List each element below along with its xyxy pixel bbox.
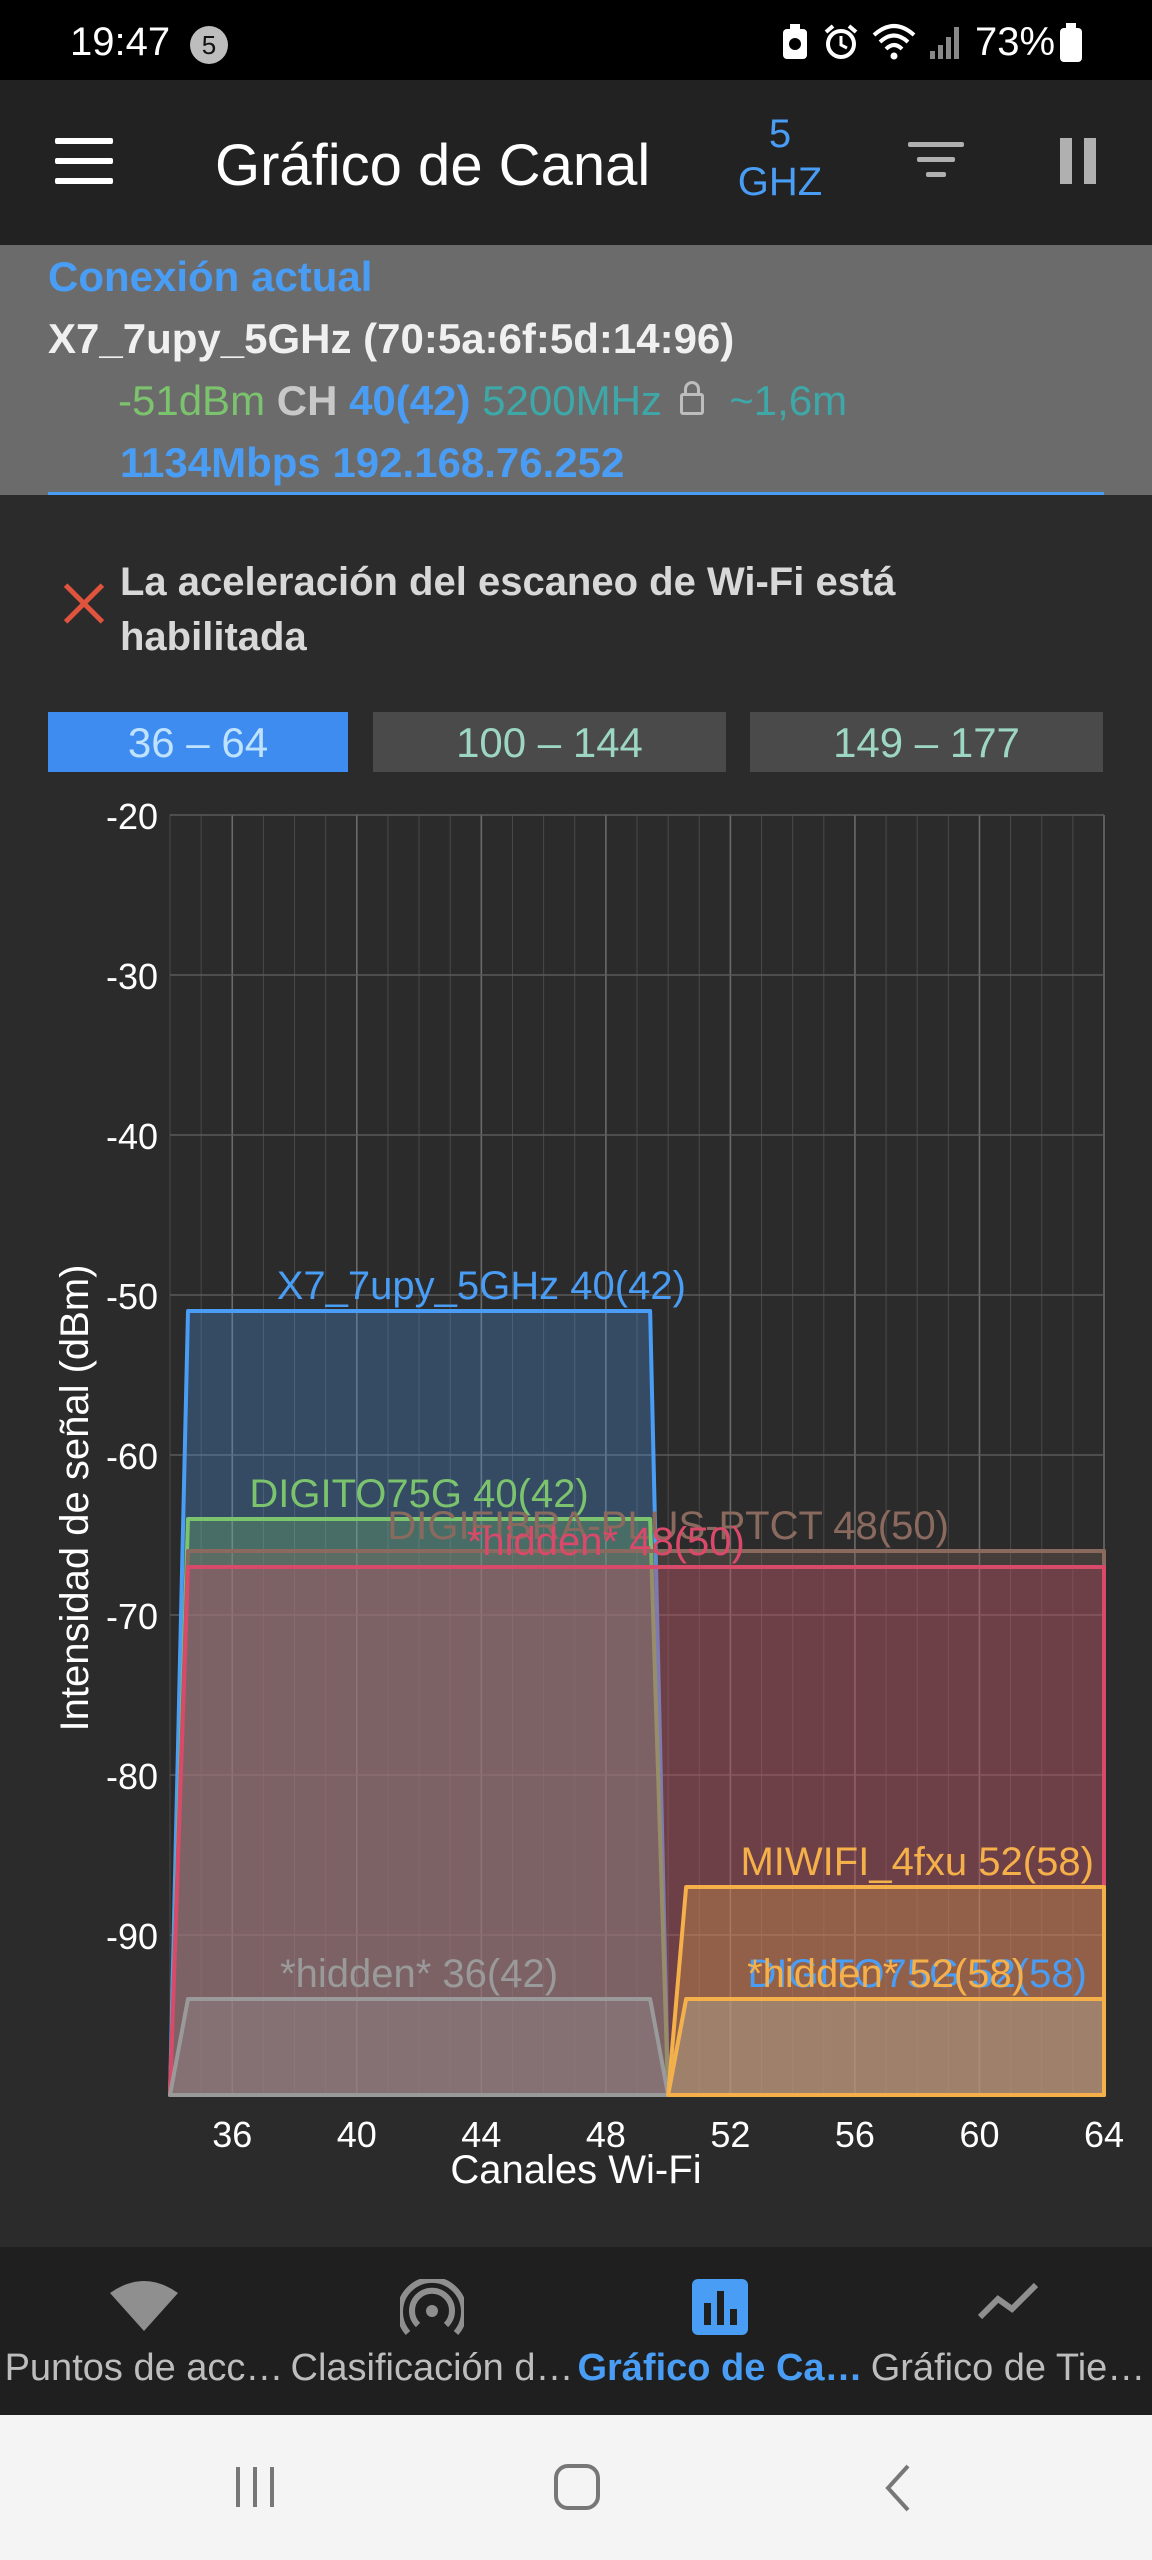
connection-signal: -51dBm bbox=[118, 377, 266, 424]
network-area-4 bbox=[168, 1997, 671, 2097]
nav-channel-graph[interactable]: Gráfico de Ca… bbox=[576, 2247, 864, 2415]
x-tick-label: 64 bbox=[1084, 2114, 1124, 2155]
bottom-navigation: Puntos de acc… Clasificación d… Gráfico … bbox=[0, 2247, 1152, 2415]
x-tick-label: 56 bbox=[835, 2114, 875, 2155]
band-number: 5 bbox=[768, 112, 792, 156]
y-tick-label: -80 bbox=[106, 1756, 158, 1797]
cell-signal-icon bbox=[930, 27, 959, 59]
home-icon[interactable] bbox=[553, 2463, 601, 2511]
connection-channel: 40(42) bbox=[349, 377, 471, 424]
status-bar: 19:47 5 73% bbox=[0, 0, 1152, 80]
y-tick-label: -50 bbox=[106, 1276, 158, 1317]
x-tick-label: 44 bbox=[461, 2114, 501, 2155]
channel-range-tabs: 36 – 64 100 – 144 149 – 177 bbox=[0, 712, 1152, 772]
network-label: *hidden* 48(50) bbox=[467, 1520, 745, 1564]
network-label: DIGITO75G 52(58) bbox=[747, 1952, 1086, 1996]
data-saver-icon bbox=[783, 24, 807, 59]
connection-details: -51dBm CH 40(42) 5200MHz ~1,6m bbox=[118, 377, 847, 425]
recent-apps-icon[interactable] bbox=[230, 2465, 280, 2509]
y-tick-label: -40 bbox=[106, 1116, 158, 1157]
battery-level: 73% bbox=[975, 20, 1056, 64]
close-icon[interactable] bbox=[60, 580, 108, 628]
y-tick-label: -30 bbox=[106, 956, 158, 997]
menu-icon[interactable] bbox=[55, 138, 113, 184]
tab-range-36-64[interactable]: 36 – 64 bbox=[48, 712, 348, 772]
band-toggle-button[interactable]: 5 GHZ bbox=[720, 110, 840, 206]
x-tick-label: 48 bbox=[586, 2114, 626, 2155]
network-label: X7_7upy_5GHz 40(42) bbox=[277, 1264, 686, 1308]
status-time: 19:47 bbox=[70, 20, 171, 64]
chart-grid bbox=[169, 814, 1105, 2096]
channel-graph[interactable]: X7_7upy_5GHz 40(42) DIGITO75G 40(42)DIGIF… bbox=[0, 790, 1152, 2200]
wifi-status-icon bbox=[872, 24, 916, 60]
connection-divider bbox=[48, 492, 1104, 495]
line-chart-icon bbox=[977, 2282, 1039, 2320]
battery-icon bbox=[1060, 23, 1082, 62]
network-label: *hidden* 36(42) bbox=[280, 1952, 558, 1996]
tab-range-100-144[interactable]: 100 – 144 bbox=[373, 712, 726, 772]
connection-frequency: 5200MHz bbox=[482, 377, 662, 424]
connection-header: Conexión actual bbox=[48, 253, 373, 300]
nav-channel-rating[interactable]: Clasificación d… bbox=[288, 2247, 576, 2415]
x-axis-label: Canales Wi-Fi bbox=[450, 2148, 701, 2192]
y-tick-label: -70 bbox=[106, 1596, 158, 1637]
notification-count-badge: 5 bbox=[190, 26, 228, 64]
system-navigation-bar bbox=[0, 2415, 1152, 2560]
network-label: MIWIFI_4fxu 52(58) bbox=[740, 1840, 1093, 1884]
connection-ssid: X7_7upy_5GHz (70:5a:6f:5d:14:96) bbox=[48, 315, 735, 362]
network-areas bbox=[168, 1309, 1106, 2097]
y-axis-label: Intensidad de señal (dBm) bbox=[53, 1265, 97, 1732]
x-tick-label: 52 bbox=[710, 2114, 750, 2155]
nav-label-channel-rating: Clasificación d… bbox=[290, 2347, 574, 2389]
y-tick-label: -60 bbox=[106, 1436, 158, 1477]
bar-chart-icon bbox=[692, 2279, 748, 2335]
warning-text: La aceleración del escaneo de Wi-Fi está… bbox=[120, 560, 896, 659]
app-bar: Gráfico de Canal 5 GHZ bbox=[0, 80, 1152, 245]
alarm-icon bbox=[824, 24, 858, 59]
network-label: DIGIFIBRA-PLUS-PTCT 48(50) bbox=[387, 1504, 949, 1548]
x-tick-label: 40 bbox=[337, 2114, 377, 2155]
y-axis-ticks: -20 -30 -40 -50 -60 -70 -80 -90 bbox=[106, 796, 158, 1957]
y-tick-label: -20 bbox=[106, 796, 158, 837]
y-tick-label: -90 bbox=[106, 1916, 158, 1957]
connection-distance: ~1,6m bbox=[729, 377, 848, 424]
network-label: *hidden* 52(58) bbox=[747, 1952, 1025, 1996]
current-connection-panel[interactable]: Conexión actual X7_7upy_5GHz (70:5a:6f:5… bbox=[0, 245, 1152, 495]
connection-ch-label: CH bbox=[276, 377, 338, 424]
network-labels: X7_7upy_5GHz 40(42) DIGITO75G 40(42)DIGIF… bbox=[249, 1264, 1094, 1996]
nav-time-graph[interactable]: Gráfico de Tie… bbox=[864, 2247, 1152, 2415]
pause-icon[interactable] bbox=[1060, 138, 1100, 184]
back-icon[interactable] bbox=[880, 2463, 916, 2513]
network-area-7 bbox=[666, 1997, 1106, 2097]
network-label: DIGITO75G 40(42) bbox=[249, 1472, 588, 1516]
lock-icon bbox=[679, 380, 704, 415]
nav-label-channel-graph: Gráfico de Ca… bbox=[577, 2347, 863, 2389]
tab-range-149-177[interactable]: 149 – 177 bbox=[750, 712, 1103, 772]
x-tick-label: 36 bbox=[212, 2114, 252, 2155]
page-title: Gráfico de Canal bbox=[215, 133, 651, 198]
nav-access-points[interactable]: Puntos de acc… bbox=[0, 2247, 288, 2415]
status-icons bbox=[780, 22, 962, 62]
x-axis-ticks: 36 40 44 48 52 56 60 64 bbox=[212, 2114, 1124, 2155]
band-unit: GHZ bbox=[737, 160, 823, 204]
nav-label-time-graph: Gráfico de Tie… bbox=[870, 2347, 1146, 2389]
signal-rating-icon bbox=[400, 2279, 464, 2335]
wifi-icon bbox=[110, 2281, 178, 2331]
x-tick-label: 60 bbox=[959, 2114, 999, 2155]
connection-speed-ip: 1134Mbps 192.168.76.252 bbox=[120, 439, 625, 486]
filter-icon[interactable] bbox=[908, 142, 964, 186]
nav-label-access-points: Puntos de acc… bbox=[4, 2347, 284, 2389]
